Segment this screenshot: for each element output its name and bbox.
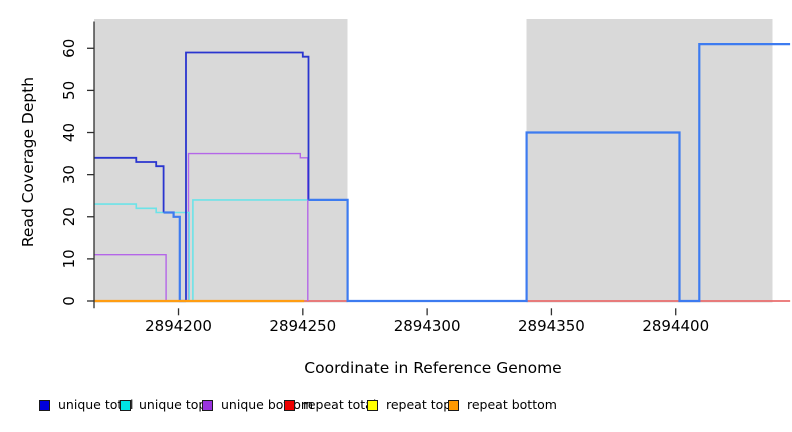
y-tick-label: 40	[60, 123, 78, 142]
y-tick-label: 30	[60, 165, 78, 184]
shaded-region-left	[94, 18, 348, 303]
legend-item-label: unique total	[58, 397, 134, 412]
legend-swatch-icon	[284, 399, 295, 411]
legend-item-label: repeat total	[303, 397, 377, 412]
legend-swatch-icon	[202, 399, 213, 411]
x-tick-label: 2894350	[518, 317, 585, 335]
shaded-region-right	[526, 18, 773, 303]
legend-item-unique-total: unique total	[39, 397, 133, 413]
series-unique-total	[185, 51, 310, 301]
series-unique-total	[94, 156, 165, 213]
y-tick-label: 50	[60, 81, 78, 100]
legend-item-label: repeat bottom	[467, 397, 557, 412]
series-unique-bottom	[94, 152, 309, 302]
legend-swatch-icon	[120, 399, 131, 411]
y-tick-label: 0	[60, 296, 78, 306]
series-unique-total	[308, 42, 791, 303]
legend-item-label: unique top	[139, 397, 207, 412]
x-axis-title: Coordinate in Reference Genome	[304, 359, 561, 377]
legend-item-label: repeat top	[386, 397, 452, 412]
x-tick-label: 2894250	[269, 317, 336, 335]
legend-item-repeat-top: repeat top	[367, 397, 451, 413]
y-axis-title: Read Coverage Depth	[19, 77, 37, 247]
y-tick-label: 60	[60, 39, 78, 58]
legend-item-unique-top: unique top	[120, 397, 206, 413]
legend-item-repeat-total: repeat total	[284, 397, 376, 413]
x-tick-label: 2894400	[642, 317, 709, 335]
legend-item-repeat-bottom: repeat bottom	[448, 397, 557, 413]
y-tick-label: 10	[60, 249, 78, 268]
x-tick-label: 2894300	[394, 317, 461, 335]
legend-swatch-icon	[367, 399, 378, 411]
legend-swatch-icon	[39, 399, 50, 411]
y-tick-label: 20	[60, 207, 78, 226]
legend: unique total unique top unique bottom repea…	[0, 397, 792, 415]
legend-swatch-icon	[448, 399, 459, 411]
x-tick-label: 2894200	[145, 317, 212, 335]
